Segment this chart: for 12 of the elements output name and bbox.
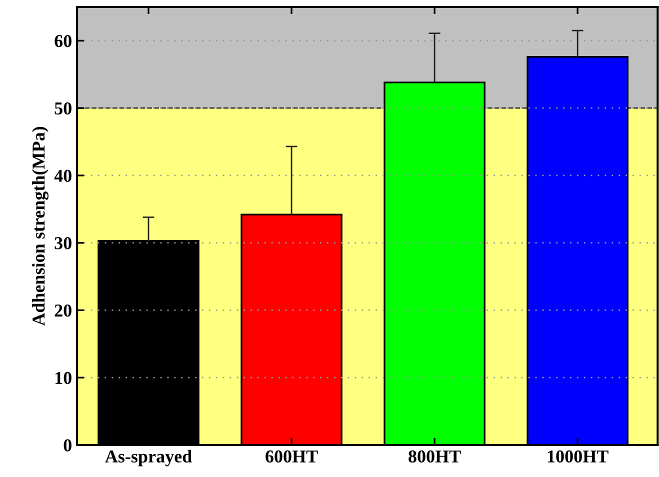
x-tick-label: 1000HT [548, 450, 608, 463]
y-tick-label: 0 [64, 439, 72, 452]
x-tick-label: 600HT [266, 450, 318, 463]
y-tick-label: 10 [56, 372, 72, 384]
y-tick-label: 40 [54, 170, 72, 182]
y-axis-title: Adhension strength(MPa) [32, 126, 49, 326]
y-tick-label: 20 [54, 304, 72, 317]
x-tick-label: 800HT [408, 450, 461, 463]
y-tick-label: 50 [54, 102, 72, 115]
y-tick-label: 60 [54, 34, 72, 48]
y-tick-label: 30 [54, 237, 72, 250]
x-tick-label: As-sprayed [105, 450, 192, 466]
